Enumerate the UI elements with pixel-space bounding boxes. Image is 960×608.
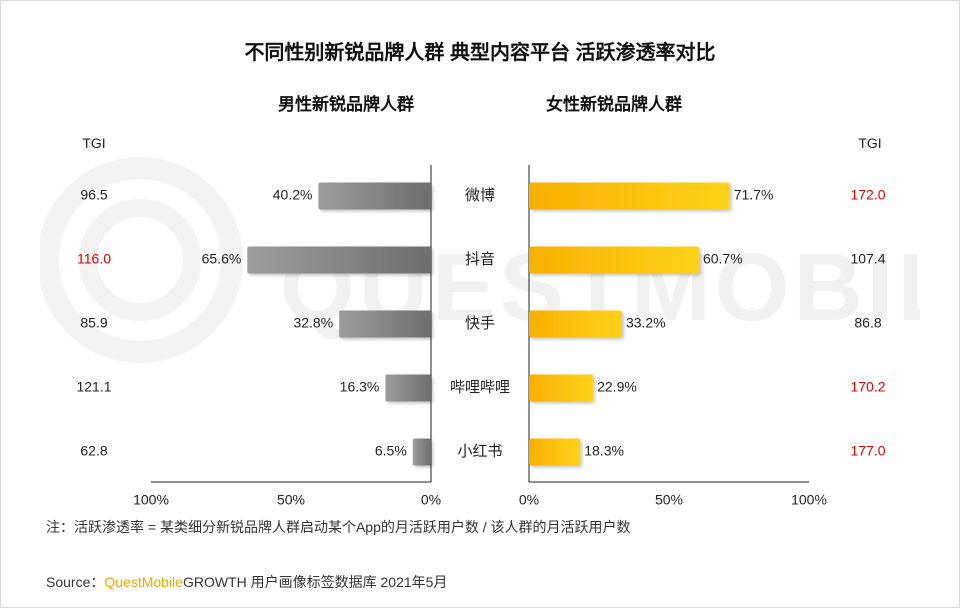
male-tick-label: 50% xyxy=(277,492,305,508)
male-bar xyxy=(247,246,431,274)
female-tick-label: 0% xyxy=(519,492,539,508)
category-label: 小红书 xyxy=(457,443,502,460)
female-value-label: 18.3% xyxy=(584,443,624,459)
female-value-label: 33.2% xyxy=(626,315,666,331)
male-tick-label: 0% xyxy=(421,492,441,508)
male-bar xyxy=(385,374,431,402)
source-line: Source：QuestMobileGROWTH 用户画像标签数据库 2021年… xyxy=(46,572,447,592)
male-tick-label: 100% xyxy=(133,492,169,508)
male-tgi-value: 121.1 xyxy=(76,379,111,395)
category-label: 微博 xyxy=(465,187,495,204)
male-series-title: 男性新锐品牌人群 xyxy=(278,95,414,114)
male-value-label: 6.5% xyxy=(375,443,407,459)
female-value-label: 22.9% xyxy=(597,379,637,395)
male-value-label: 65.6% xyxy=(202,251,242,267)
female-tgi-value: 86.8 xyxy=(854,315,881,331)
tgi-header-right: TGI xyxy=(858,135,882,151)
female-bar xyxy=(529,374,594,402)
male-bar xyxy=(412,438,431,466)
male-bar xyxy=(318,182,431,210)
category-label: 哔哩哔哩 xyxy=(450,379,510,396)
female-bar xyxy=(529,438,581,466)
male-tgi-value: 62.8 xyxy=(80,443,107,459)
source-rest: GROWTH 用户画像标签数据库 2021年5月 xyxy=(182,574,448,590)
female-bar xyxy=(529,182,730,210)
female-tgi-value: 172.0 xyxy=(850,187,885,203)
category-label: 快手 xyxy=(465,315,495,332)
female-bar xyxy=(529,310,622,338)
tgi-header-left: TGI xyxy=(82,135,106,151)
female-tick-label: 100% xyxy=(791,492,827,508)
female-series-title: 女性新锐品牌人群 xyxy=(546,95,682,114)
female-tgi-value: 170.2 xyxy=(850,379,885,395)
male-value-label: 40.2% xyxy=(273,187,313,203)
male-tgi-value: 85.9 xyxy=(80,315,107,331)
female-tgi-value: 107.4 xyxy=(850,251,885,267)
source-brand: QuestMobile xyxy=(104,574,183,590)
chart-title: 不同性别新锐品牌人群 典型内容平台 活跃渗透率对比 xyxy=(244,42,716,64)
female-tick-label: 50% xyxy=(655,492,683,508)
male-value-label: 32.8% xyxy=(293,315,333,331)
male-tgi-value: 96.5 xyxy=(80,187,107,203)
source-prefix: Source： xyxy=(46,574,105,590)
footnote: 注：活跃渗透率 = 某类细分新锐品牌人群启动某个App的月活跃用户数 / 该人群… xyxy=(46,519,631,535)
female-value-label: 60.7% xyxy=(703,251,743,267)
male-tgi-value: 116.0 xyxy=(77,251,111,267)
male-bar xyxy=(339,310,431,338)
female-tgi-value: 177.0 xyxy=(850,443,885,459)
male-value-label: 16.3% xyxy=(340,379,380,395)
female-value-label: 71.7% xyxy=(734,187,774,203)
female-bar xyxy=(529,246,699,274)
category-label: 抖音 xyxy=(465,251,495,268)
